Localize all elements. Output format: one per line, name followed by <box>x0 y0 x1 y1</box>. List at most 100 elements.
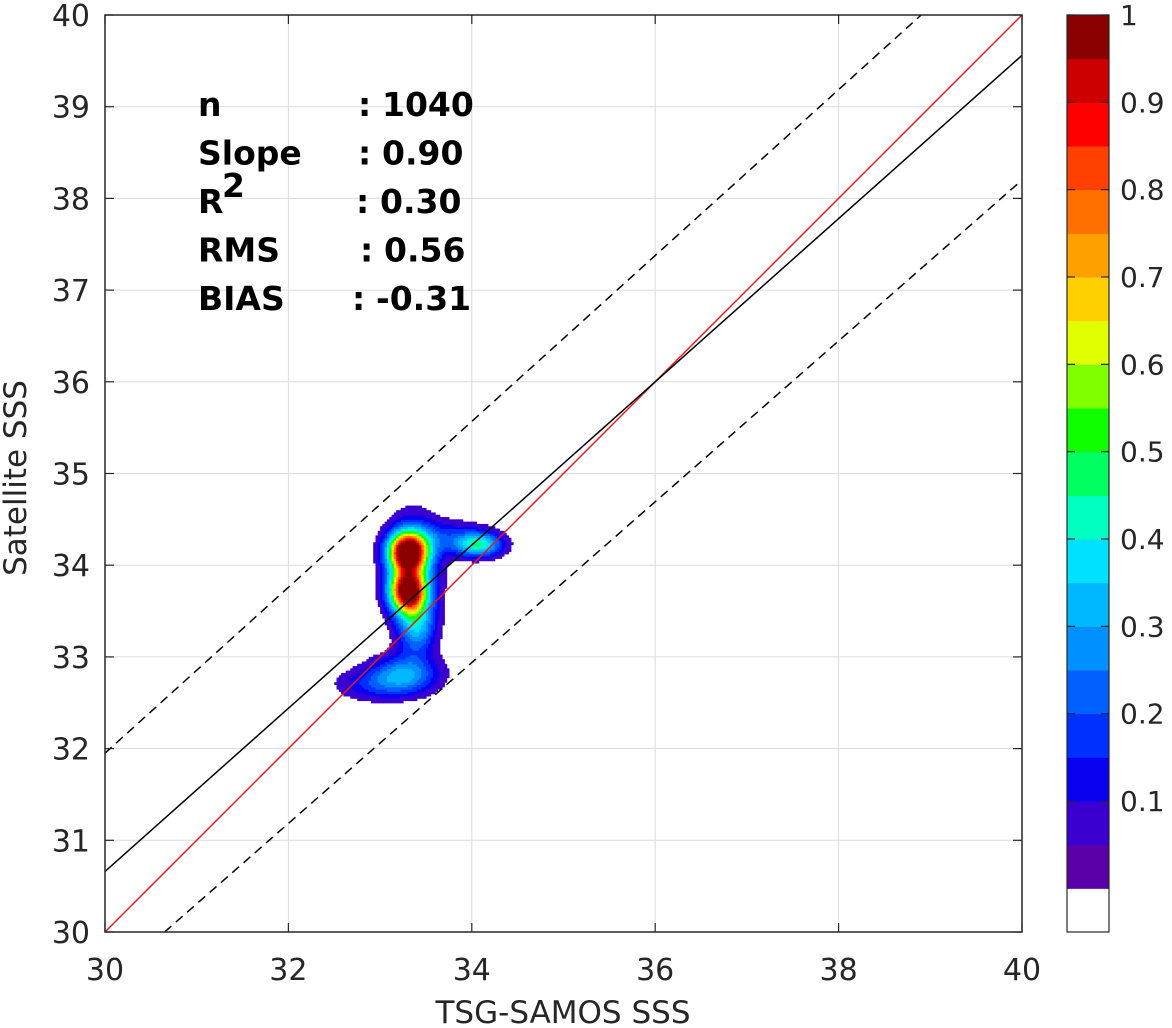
density-cell <box>386 693 390 697</box>
density-cell <box>407 631 411 635</box>
colorbar-tick-label: 0.6 <box>1120 348 1165 381</box>
density-cell <box>430 629 434 633</box>
density-cell <box>414 659 418 663</box>
density-cell <box>384 565 388 569</box>
density-cell <box>414 640 418 644</box>
density-cell <box>373 556 377 559</box>
density-cell <box>442 620 445 624</box>
density-cell <box>442 684 445 688</box>
density-cell <box>437 624 441 628</box>
density-cell <box>373 689 377 692</box>
density-cell <box>444 666 448 669</box>
density-cell <box>494 535 498 539</box>
density-cell <box>430 613 434 617</box>
density-cell <box>407 629 411 633</box>
density-cell <box>405 556 409 559</box>
y-tick-label: 38 <box>52 182 90 217</box>
density-cell <box>432 633 436 637</box>
density-cell <box>377 574 381 578</box>
density-cell <box>439 588 443 592</box>
density-cell <box>389 643 393 647</box>
density-cell <box>409 590 413 594</box>
density-cell <box>386 597 390 601</box>
density-cell <box>412 521 416 525</box>
density-cell <box>476 528 480 532</box>
density-contours <box>334 505 514 704</box>
density-cell <box>373 675 377 679</box>
density-cell <box>386 533 390 536</box>
density-cell <box>419 677 422 681</box>
density-cell <box>412 643 416 647</box>
density-cell <box>407 549 411 553</box>
density-cell <box>508 539 512 543</box>
density-cell <box>405 523 409 527</box>
density-cell <box>435 592 439 596</box>
density-cell <box>423 695 427 699</box>
density-cell <box>460 523 464 527</box>
density-cell <box>380 567 383 571</box>
density-cell <box>471 537 475 541</box>
colorbar-segment <box>1067 408 1109 453</box>
density-cell <box>414 650 418 653</box>
density-cell <box>384 553 388 557</box>
density-cell <box>464 533 468 536</box>
density-cell <box>497 549 500 553</box>
density-cell <box>398 659 402 663</box>
density-cell <box>384 533 388 536</box>
density-cell <box>393 588 397 592</box>
density-cell <box>425 567 429 571</box>
density-cell <box>460 521 464 525</box>
density-cell <box>403 652 406 656</box>
density-cell <box>380 698 383 702</box>
density-cell <box>435 526 439 530</box>
density-cell <box>439 592 443 596</box>
density-cell <box>442 533 445 536</box>
density-cell <box>409 592 413 596</box>
density-cell <box>398 576 402 580</box>
density-cell <box>435 647 439 651</box>
density-cell <box>393 539 397 543</box>
density-cell <box>391 528 395 532</box>
density-cell <box>386 583 390 587</box>
density-cell <box>400 682 404 686</box>
density-cell <box>437 686 441 690</box>
density-cell <box>451 521 455 525</box>
density-cell <box>396 689 400 692</box>
density-cell <box>396 622 400 626</box>
density-cell <box>393 645 397 649</box>
density-cell <box>416 679 420 683</box>
density-cell <box>430 535 434 539</box>
density-cell <box>380 530 383 534</box>
density-cell <box>403 544 406 548</box>
density-cell <box>368 691 372 695</box>
density-cell <box>460 542 464 546</box>
density-cell <box>341 689 345 692</box>
density-cell <box>398 684 402 688</box>
density-cell <box>366 695 370 699</box>
density-cell <box>464 544 468 548</box>
density-cell <box>382 539 386 543</box>
density-cell <box>416 643 420 647</box>
density-cell <box>480 556 484 559</box>
density-cell <box>439 613 443 617</box>
density-cell <box>403 521 406 525</box>
density-cell <box>430 606 434 610</box>
density-cell <box>400 668 404 672</box>
density-cell <box>377 595 381 598</box>
density-cell <box>396 585 400 589</box>
density-cell <box>467 521 471 525</box>
density-cell <box>400 622 404 626</box>
density-cell <box>400 650 404 653</box>
density-cell <box>474 546 477 550</box>
density-cell <box>375 542 379 546</box>
density-cell <box>439 656 443 660</box>
density-cell <box>430 528 434 532</box>
density-cell <box>393 624 397 628</box>
colorbar-tick-label: 0.3 <box>1120 610 1165 643</box>
density-cell <box>446 551 450 555</box>
density-cell <box>414 560 418 564</box>
density-cell <box>393 597 397 601</box>
density-cell <box>428 611 432 614</box>
density-cell <box>442 521 445 525</box>
density-cell <box>409 521 413 525</box>
